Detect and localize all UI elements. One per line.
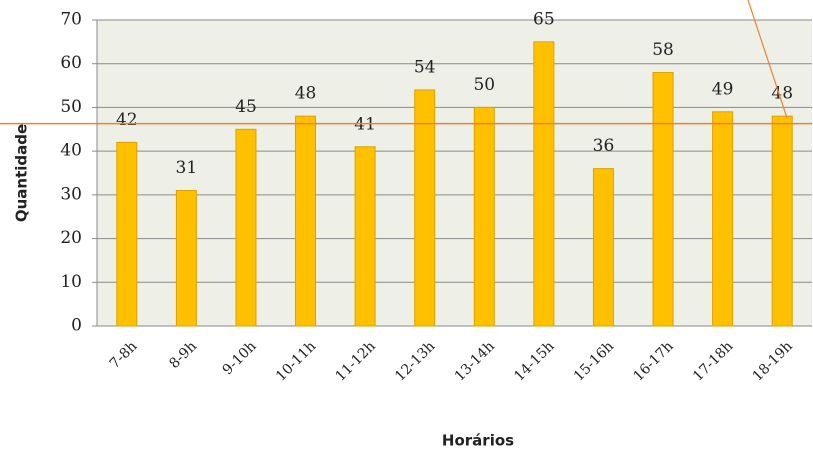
data-label: 42 [116, 110, 138, 130]
x-tick-label: 15-16h [571, 338, 617, 384]
y-tick-label: 60 [60, 53, 82, 73]
plot-area [97, 20, 812, 326]
bar [414, 89, 436, 327]
bar [473, 106, 495, 327]
data-label: 48 [295, 84, 317, 104]
y-tick-label: 0 [71, 316, 82, 336]
x-tick-label: 14-15h [511, 338, 557, 384]
y-tick-label: 20 [60, 228, 82, 248]
x-tick-label: 17-18h [690, 338, 736, 384]
bar [592, 168, 614, 327]
x-tick-label: 8-9h [166, 338, 200, 372]
bar [771, 115, 793, 327]
bar [652, 71, 674, 327]
data-label: 65 [533, 9, 555, 29]
x-tick-label: 7-8h [107, 338, 141, 372]
y-axis-title: Quantidade [13, 124, 31, 222]
bar [235, 128, 257, 327]
y-tick-label: 10 [60, 272, 82, 292]
x-tick-label: 13-14h [452, 338, 498, 384]
x-tick-label: 10-11h [273, 338, 319, 384]
y-tick-label: 40 [60, 141, 82, 161]
bar [712, 111, 734, 327]
bar [533, 41, 555, 327]
y-tick-label: 70 [60, 10, 82, 30]
data-label: 50 [473, 75, 495, 95]
data-label: 31 [176, 158, 198, 178]
callout-line [747, 0, 788, 119]
data-label: 54 [414, 57, 436, 77]
y-tick-label: 50 [60, 97, 82, 117]
bar [354, 146, 376, 327]
data-label: 58 [652, 40, 674, 60]
x-tick-label: 9-10h [220, 338, 260, 378]
x-tick-label: 12-13h [392, 338, 438, 384]
data-label: 45 [235, 97, 257, 117]
data-label: 48 [771, 84, 793, 104]
x-axis-title: Horários [442, 432, 514, 450]
bar [175, 189, 197, 327]
x-tick-label: 16-17h [630, 338, 676, 384]
data-label: 49 [712, 79, 734, 99]
bar [295, 115, 317, 327]
x-tick-label: 18-19h [750, 338, 796, 384]
x-tick-label: 11-12h [333, 338, 379, 384]
data-label: 36 [593, 136, 615, 156]
y-tick-label: 30 [60, 184, 82, 204]
bar [116, 141, 138, 327]
